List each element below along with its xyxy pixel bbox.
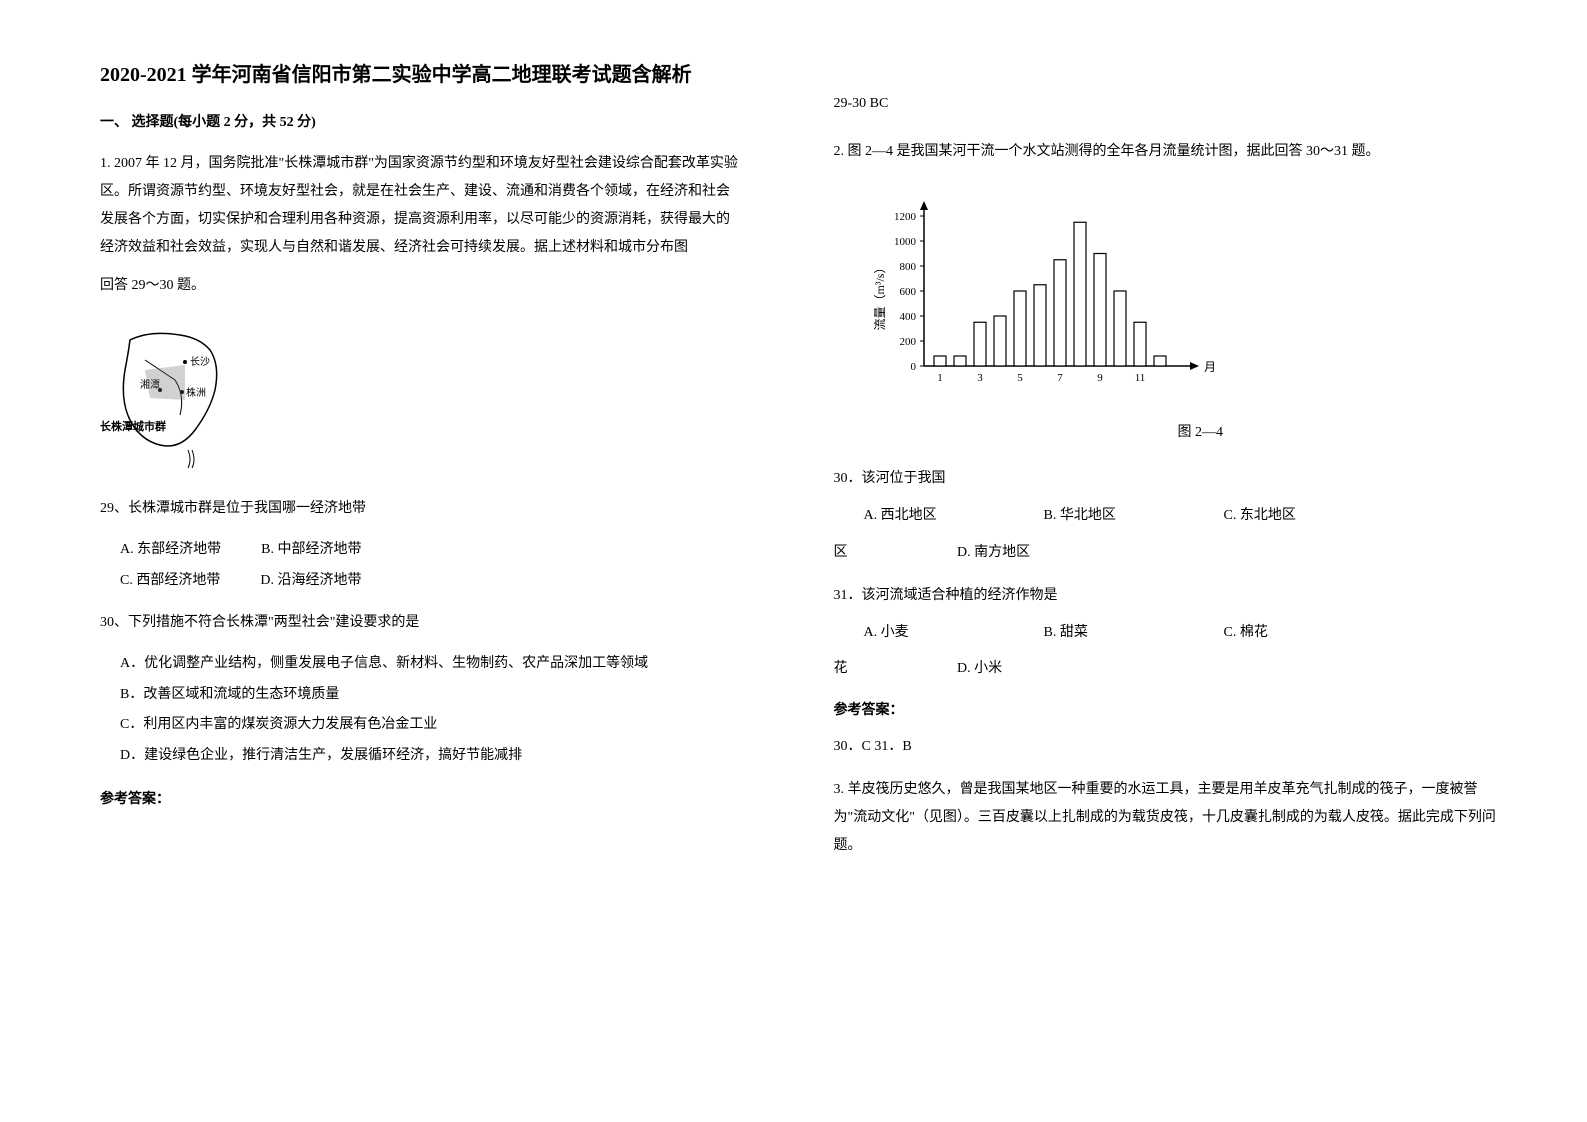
q1-instruction: 回答 29～30 题。 — [100, 272, 744, 300]
right-column: 29-30 BC 2. 图 2—4 是我国某河干流一个水文站测得的全年各月流量统… — [794, 0, 1587, 1122]
chart-xlabel: 月 — [1204, 360, 1216, 374]
q29-option-b: B. 中部经济地带 — [261, 535, 361, 566]
svg-text:3: 3 — [977, 372, 983, 384]
svg-text:1200: 1200 — [894, 211, 917, 223]
q29-option-c: C. 西部经济地带 — [120, 566, 220, 597]
svg-text:9: 9 — [1097, 372, 1103, 384]
svg-text:1: 1 — [937, 372, 943, 384]
q29-text: 29、长株潭城市群是位于我国哪一经济地带 — [100, 495, 744, 523]
q3-intro: 3. 羊皮筏历史悠久，曾是我国某地区一种重要的水运工具，主要是用羊皮革充气扎制成… — [834, 776, 1508, 860]
q2-q30-b: B. 华北地区 — [1044, 503, 1224, 528]
q2-answer: 30．C 31．B — [834, 733, 1508, 761]
q30-options: A．优化调整产业结构，侧重发展电子信息、新材料、生物制药、农产品深加工等领域 B… — [120, 649, 744, 772]
svg-text:600: 600 — [899, 286, 916, 298]
q2-q31-row2: 花 D. 小米 — [834, 655, 1508, 683]
chart-ylabel: 流量（m³/s） — [873, 262, 887, 331]
map-diagram: 长沙 湘潭 株洲 长株潭城市群 — [100, 320, 260, 475]
left-column: 2020-2021 学年河南省信阳市第二实验中学高二地理联考试题含解析 一、 选… — [0, 0, 794, 1122]
svg-text:200: 200 — [899, 336, 916, 348]
svg-text:11: 11 — [1134, 372, 1145, 384]
svg-text:800: 800 — [899, 261, 916, 273]
flow-chart: 0 200 400 600 800 1000 1200 流量（m³/s） 1 3 5 7 9 11 月… — [864, 196, 1508, 445]
q30-option-a: A．优化调整产业结构，侧重发展电子信息、新材料、生物制药、农产品深加工等领域 — [120, 649, 744, 680]
chart-caption: 图 2—4 — [894, 420, 1508, 445]
q2-q31-b: B. 甜菜 — [1044, 620, 1224, 645]
map-label-zhuzhou: 株洲 — [186, 386, 206, 399]
q2-q30-c: C. 东北地区 — [1224, 503, 1404, 528]
q2-q30-options: A. 西北地区 B. 华北地区 C. 东北地区 — [864, 503, 1508, 528]
svg-text:0: 0 — [910, 361, 916, 373]
q30-option-d: D．建设绿色企业，推行清洁生产，发展循环经济，搞好节能减排 — [120, 741, 744, 772]
q30-option-b: B．改善区域和流域的生态环境质量 — [120, 680, 744, 711]
map-label-changsha: 长沙 — [190, 356, 210, 368]
q30-option-c: C．利用区内丰富的煤炭资源大力发展有色冶金工业 — [120, 710, 744, 741]
q2-q31-text: 31．该河流域适合种植的经济作物是 — [834, 582, 1508, 610]
svg-text:5: 5 — [1017, 372, 1023, 384]
q2-q31-a: A. 小麦 — [864, 620, 1044, 645]
section-1-header: 一、 选择题(每小题 2 分，共 52 分) — [100, 110, 744, 135]
q30-text: 30、下列措施不符合长株潭"两型社会"建设要求的是 — [100, 609, 744, 637]
q1-answer: 29-30 BC — [834, 90, 1508, 118]
q2-answer-label: 参考答案： — [834, 698, 1508, 723]
map-label-group: 长株潭城市群 — [100, 419, 166, 433]
q29-option-d: D. 沿海经济地带 — [260, 566, 361, 597]
svg-text:400: 400 — [899, 311, 916, 323]
q2-q31-d: D. 小米 — [957, 661, 1002, 676]
svg-text:7: 7 — [1057, 372, 1063, 384]
q2-q30-row2: 区 D. 南方地区 — [834, 539, 1508, 567]
q1-answer-label: 参考答案： — [100, 787, 744, 812]
q2-q31-options: A. 小麦 B. 甜菜 C. 棉花 — [864, 620, 1508, 645]
document-title: 2020-2021 学年河南省信阳市第二实验中学高二地理联考试题含解析 — [100, 60, 744, 90]
q2-q31-c: C. 棉花 — [1224, 620, 1404, 645]
svg-text:1000: 1000 — [894, 236, 917, 248]
q2-intro: 2. 图 2—4 是我国某河干流一个水文站测得的全年各月流量统计图，据此回答 3… — [834, 138, 1508, 166]
q29-options: A. 东部经济地带 B. 中部经济地带 C. 西部经济地带 D. 沿海经济地带 — [120, 535, 744, 597]
q1-intro: 1. 2007 年 12 月，国务院批准"长株潭城市群"为国家资源节约型和环境友… — [100, 150, 744, 262]
q2-q30-a: A. 西北地区 — [864, 503, 1044, 528]
q2-q30-d: D. 南方地区 — [957, 545, 1030, 560]
q29-option-a: A. 东部经济地带 — [120, 535, 221, 566]
q2-q30-text: 30．该河位于我国 — [834, 465, 1508, 493]
